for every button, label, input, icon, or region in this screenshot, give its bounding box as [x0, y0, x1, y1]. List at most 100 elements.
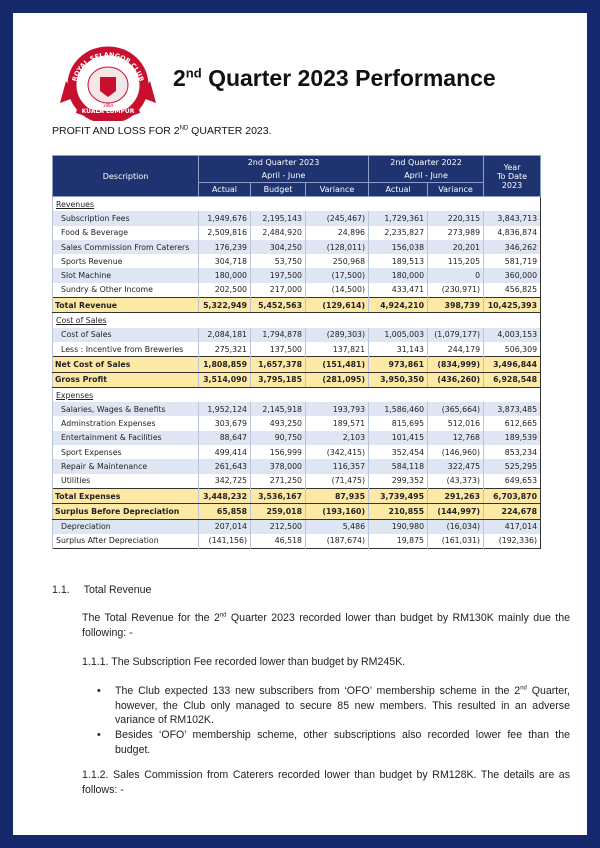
cell: 53,750 — [250, 254, 306, 269]
subsection: 1.1.2. Sales Commission from Caterers re… — [82, 768, 570, 797]
row-label: Entertainment & Facilities — [52, 430, 199, 446]
row-label: Subscription Fees — [52, 211, 199, 226]
cell: 180,000 — [368, 268, 428, 283]
header-cell: Description — [52, 155, 199, 197]
cell: (193,160) — [304, 503, 369, 520]
cell: 190,980 — [368, 519, 428, 534]
cell: 1,808,859 — [198, 356, 251, 373]
row-label: Sales Commission From Caterers — [52, 239, 199, 255]
row-label: Salaries, Wages & Benefits — [52, 402, 199, 417]
cell: 4,924,210 — [368, 297, 428, 314]
title-text: Quarter 2023 Performance — [208, 65, 496, 91]
club-logo: ROYAL SELANGOR CLUB KUALA LUMPUR 1884 — [60, 46, 156, 121]
cell: 2,235,827 — [368, 225, 428, 240]
cell: (43,373) — [427, 473, 484, 489]
cell: (129,614) — [304, 297, 369, 314]
cell: (16,034) — [427, 519, 484, 534]
cell: 5,452,563 — [250, 297, 306, 314]
subsection: 1.1.1. The Subscription Fee recorded low… — [82, 655, 570, 670]
cell: 398,739 — [427, 297, 484, 314]
profit-loss-table: Description 2nd Quarter 2023 2nd Quarter… — [51, 155, 542, 550]
table-row: Slot Machine 180,000 197,500 (17,500) 180,00… — [52, 268, 541, 283]
cell: 137,821 — [304, 341, 369, 357]
header-text: Year — [503, 162, 521, 172]
cell: (14,500) — [304, 282, 369, 298]
cell: (245,467) — [304, 211, 369, 226]
bullet: • Besides ‘OFO’ membership scheme, other … — [97, 728, 570, 757]
cell: 271,250 — [250, 473, 306, 489]
cell: 304,250 — [250, 239, 306, 255]
row-label: Gross Profit — [52, 371, 199, 388]
cell: 197,500 — [250, 268, 306, 283]
section-number: 1.1. — [52, 584, 70, 596]
table-row: Total Revenue 5,322,949 5,452,563 (129,614)… — [52, 297, 541, 314]
cell: 250,968 — [304, 254, 369, 269]
cell: 101,415 — [368, 430, 428, 446]
cell: (187,674) — [304, 533, 369, 549]
table-row: Repair & Maintenance 261,643 378,000 116,35… — [52, 459, 541, 474]
subtitle-suffix: ND — [179, 125, 189, 132]
cell: (71,475) — [304, 473, 369, 489]
table-row: Surplus Before Depreciation 65,858 259,018… — [52, 503, 541, 520]
row-label: Sport Expenses — [52, 445, 199, 460]
cell: 1,729,361 — [368, 211, 428, 226]
cell: (289,303) — [304, 327, 369, 342]
row-label: Depreciation — [52, 519, 199, 534]
text: Besides ‘OFO’ membership scheme, other s… — [115, 729, 570, 756]
table-row: Food & Beverage 2,509,816 2,484,920 24,896 2… — [52, 225, 541, 240]
cell: 24,896 — [304, 225, 369, 240]
subheader-row: Actual Budget Variance Actual Variance — [53, 182, 541, 197]
cell: 207,014 — [198, 519, 251, 534]
row-label: Cost of Sales — [52, 327, 199, 342]
cell: 210,855 — [368, 503, 428, 520]
cell: 3,739,495 — [368, 487, 428, 505]
cell: 217,000 — [250, 282, 306, 298]
title-number: 2 — [173, 65, 186, 91]
table-row: Revenues — [51, 196, 541, 212]
cell: 116,357 — [304, 459, 369, 474]
header-cell: Variance — [304, 182, 370, 197]
row-label: Sports Revenue — [52, 254, 199, 269]
table-row: Less : Incentive from Breweries 275,321 13… — [52, 341, 541, 357]
row-label: Revenues — [51, 196, 541, 212]
table-row: Sport Expenses 499,414 156,999 (342,415) 352… — [52, 445, 541, 460]
cell: 156,038 — [368, 239, 428, 255]
cell: 2,484,920 — [250, 225, 306, 240]
cell: 853,234 — [483, 445, 541, 460]
row-label: Surplus Before Depreciation — [52, 503, 199, 520]
cell: 65,858 — [198, 503, 251, 520]
cell: 12,768 — [427, 430, 484, 446]
table-row: Gross Profit 3,514,090 3,795,185 (281,095) 3… — [52, 371, 541, 388]
cell: (151,481) — [304, 356, 369, 373]
cell: 1,949,676 — [198, 211, 251, 226]
cell: 224,678 — [483, 503, 541, 520]
item-text: The Subscription Fee recorded lower than… — [111, 656, 406, 668]
cell: (146,960) — [427, 445, 484, 460]
cell: 1,005,003 — [368, 327, 428, 342]
item-text: Sales Commission from Caterers recorded … — [82, 769, 570, 796]
cell: (17,500) — [304, 268, 369, 283]
cell: 291,263 — [427, 487, 484, 505]
cell: 212,500 — [250, 519, 306, 534]
cell: 3,514,090 — [198, 371, 251, 388]
cell: 378,000 — [250, 459, 306, 474]
cell: 2,195,143 — [250, 211, 306, 226]
row-label: Net Cost of Sales — [52, 356, 199, 373]
cell: 261,643 — [198, 459, 251, 474]
row-label: Food & Beverage — [52, 225, 199, 240]
cell: 87,935 — [304, 487, 369, 505]
cell: 189,513 — [368, 254, 428, 269]
header-text: To Date — [496, 171, 528, 181]
text: The Total Revenue for the 2 — [82, 612, 220, 624]
table-row: Depreciation 207,014 212,500 5,486 190,980 (1… — [52, 519, 541, 534]
cell: 456,825 — [483, 282, 541, 298]
logo-banner — [76, 105, 140, 119]
cell: 433,471 — [368, 282, 428, 298]
cell: 275,321 — [198, 341, 251, 357]
bullet-dot: • — [97, 685, 101, 697]
cell: 2,509,816 — [198, 225, 251, 240]
cell: 3,873,485 — [483, 402, 541, 417]
cell: 5,322,949 — [198, 297, 251, 314]
suffix: nd — [520, 685, 527, 692]
subtitle: PROFIT AND LOSS FOR 2ND QUARTER 2023. — [52, 125, 272, 137]
